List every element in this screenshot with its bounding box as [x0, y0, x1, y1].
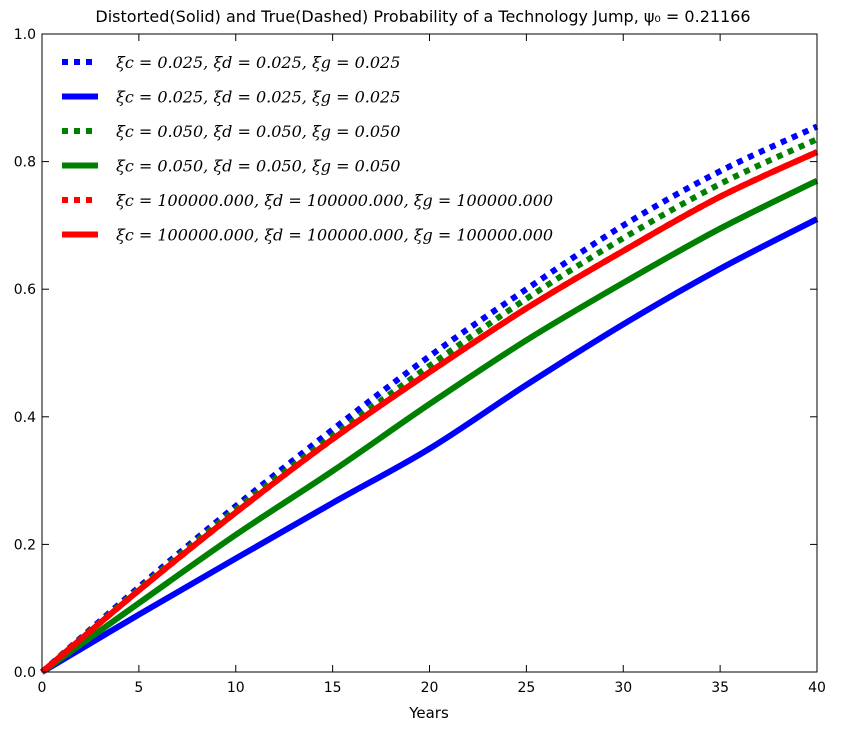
series-line-solid — [40, 178, 819, 675]
y-tick-label: 1.0 — [14, 27, 36, 43]
legend-label: ξc = 100000.000, ξd = 100000.000, ξg = 1… — [116, 226, 553, 245]
x-tick-label: 25 — [517, 680, 535, 696]
y-tick-label: 0.2 — [14, 537, 36, 553]
x-tick-label: 30 — [614, 680, 632, 696]
series-layer — [40, 123, 819, 675]
x-axis-label: Years — [408, 704, 449, 722]
x-tick-label: 20 — [421, 680, 439, 696]
y-tick-label: 0.8 — [14, 155, 36, 171]
y-tick-label: 0.4 — [14, 410, 36, 426]
chart-title: Distorted(Solid) and True(Dashed) Probab… — [95, 7, 750, 26]
x-tick-label: 5 — [134, 680, 143, 696]
x-tick-label: 0 — [38, 680, 47, 696]
x-tick-label: 10 — [227, 680, 245, 696]
x-tick-label: 35 — [711, 680, 729, 696]
legend: ξc = 0.025, ξd = 0.025, ξg = 0.025 ξc = 0… — [62, 53, 553, 245]
legend-label: ξc = 100000.000, ξd = 100000.000, ξg = 1… — [116, 191, 553, 210]
series-line-dotted — [40, 149, 819, 675]
legend-label: ξc = 0.025, ξd = 0.025, ξg = 0.025 — [116, 88, 400, 107]
legend-label: ξc = 0.025, ξd = 0.025, ξg = 0.025 — [116, 53, 400, 72]
series-line-solid — [40, 216, 819, 675]
x-tick-label: 15 — [324, 680, 342, 696]
ticks-layer: 0 5 10 15 20 25 30 35 40 0.0 0.2 0.4 0.6 0.8 1.0 — [14, 27, 826, 696]
legend-label: ξc = 0.050, ξd = 0.050, ξg = 0.050 — [116, 157, 400, 176]
x-tick-label: 40 — [808, 680, 826, 696]
legend-label: ξc = 0.050, ξd = 0.050, ξg = 0.050 — [116, 122, 400, 141]
y-tick-label: 0.0 — [14, 665, 36, 681]
y-tick-label: 0.6 — [14, 282, 36, 298]
